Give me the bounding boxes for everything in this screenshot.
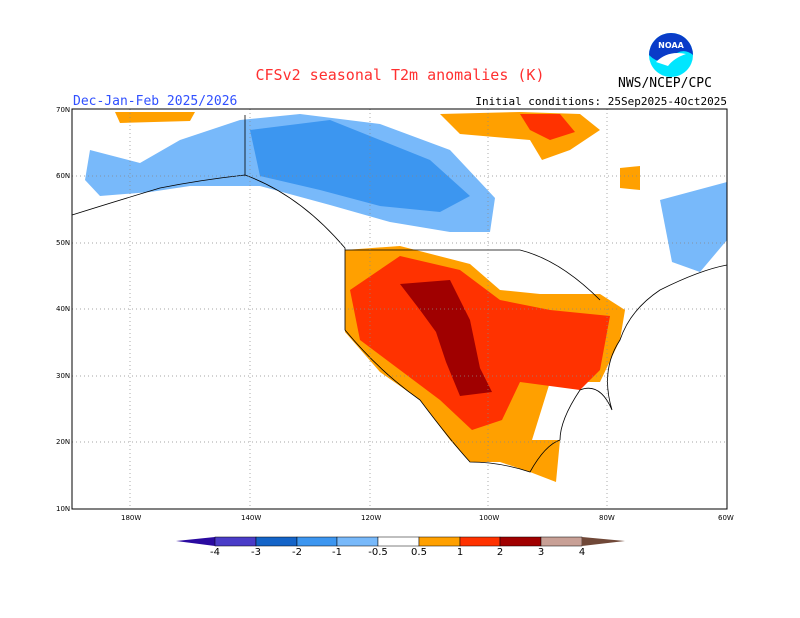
- anomaly-fields: [85, 112, 727, 482]
- lat-label: 50N: [56, 239, 71, 247]
- lat-label: 60N: [56, 172, 71, 180]
- colorbar-swatch: [459, 536, 501, 547]
- lat-label: 40N: [56, 305, 71, 313]
- colorbar-label: 0.5: [411, 547, 427, 558]
- colorbar-swatch: [540, 536, 583, 547]
- colorbar-swatch: [418, 536, 461, 547]
- anomaly-light-blue-east-canada: [660, 182, 727, 272]
- colorbar-label: 1: [456, 547, 464, 558]
- anomaly-orange-labrador: [620, 166, 640, 190]
- colorbar-label: 3: [537, 547, 545, 558]
- colorbar-label: -2: [292, 547, 302, 558]
- colorbar-label: -1: [332, 547, 342, 558]
- lon-label: 180W: [121, 514, 142, 522]
- anomaly-mid-blue-region: [250, 120, 470, 212]
- anomaly-orange-alaska-coast: [115, 112, 195, 123]
- season-label: Dec-Jan-Feb 2025/2026: [73, 94, 238, 109]
- agency-label: NWS/NCEP/CPC: [618, 76, 712, 91]
- colorbar-label: -3: [251, 547, 261, 558]
- colorbar-swatch: [336, 536, 379, 547]
- svg-text:NOAA: NOAA: [658, 41, 684, 50]
- colorbar-swatch: [377, 536, 420, 547]
- initial-conditions-label: Initial conditions: 25Sep2025-4Oct2025: [475, 95, 727, 108]
- map-frame: [71, 108, 728, 510]
- anomaly-red-ne-canada: [520, 114, 575, 140]
- lat-label: 70N: [56, 106, 71, 114]
- lon-label: 100W: [479, 514, 500, 522]
- lon-label: 60W: [718, 514, 734, 522]
- colorbar-label: -0.5: [368, 547, 388, 558]
- lat-label: 20N: [56, 438, 71, 446]
- lon-label: 120W: [361, 514, 382, 522]
- colorbar-swatch: [255, 536, 298, 547]
- lat-label: 30N: [56, 372, 71, 380]
- colorbar-label: 4: [578, 547, 586, 558]
- lat-label: 10N: [56, 505, 71, 513]
- figure-title: CFSv2 seasonal T2m anomalies (K): [255, 66, 545, 84]
- anomaly-orange-ne-canada: [440, 112, 600, 160]
- colorbar-swatch: [214, 536, 257, 547]
- coastlines: [71, 115, 728, 473]
- colorbar-swatch: [499, 536, 542, 547]
- lon-label: 80W: [599, 514, 615, 522]
- colorbar-label: 2: [496, 547, 504, 558]
- colorbar: [176, 536, 625, 547]
- colorbar-arrow-high: [582, 537, 625, 546]
- noaa-logo-icon: NOAA: [649, 33, 693, 77]
- graticule: [72, 109, 727, 509]
- lon-label: 140W: [241, 514, 262, 522]
- colorbar-label: -4: [210, 547, 220, 558]
- colorbar-swatch: [296, 536, 338, 547]
- colorbar-arrow-low: [176, 537, 215, 546]
- anomaly-dark-red-region: [400, 280, 492, 396]
